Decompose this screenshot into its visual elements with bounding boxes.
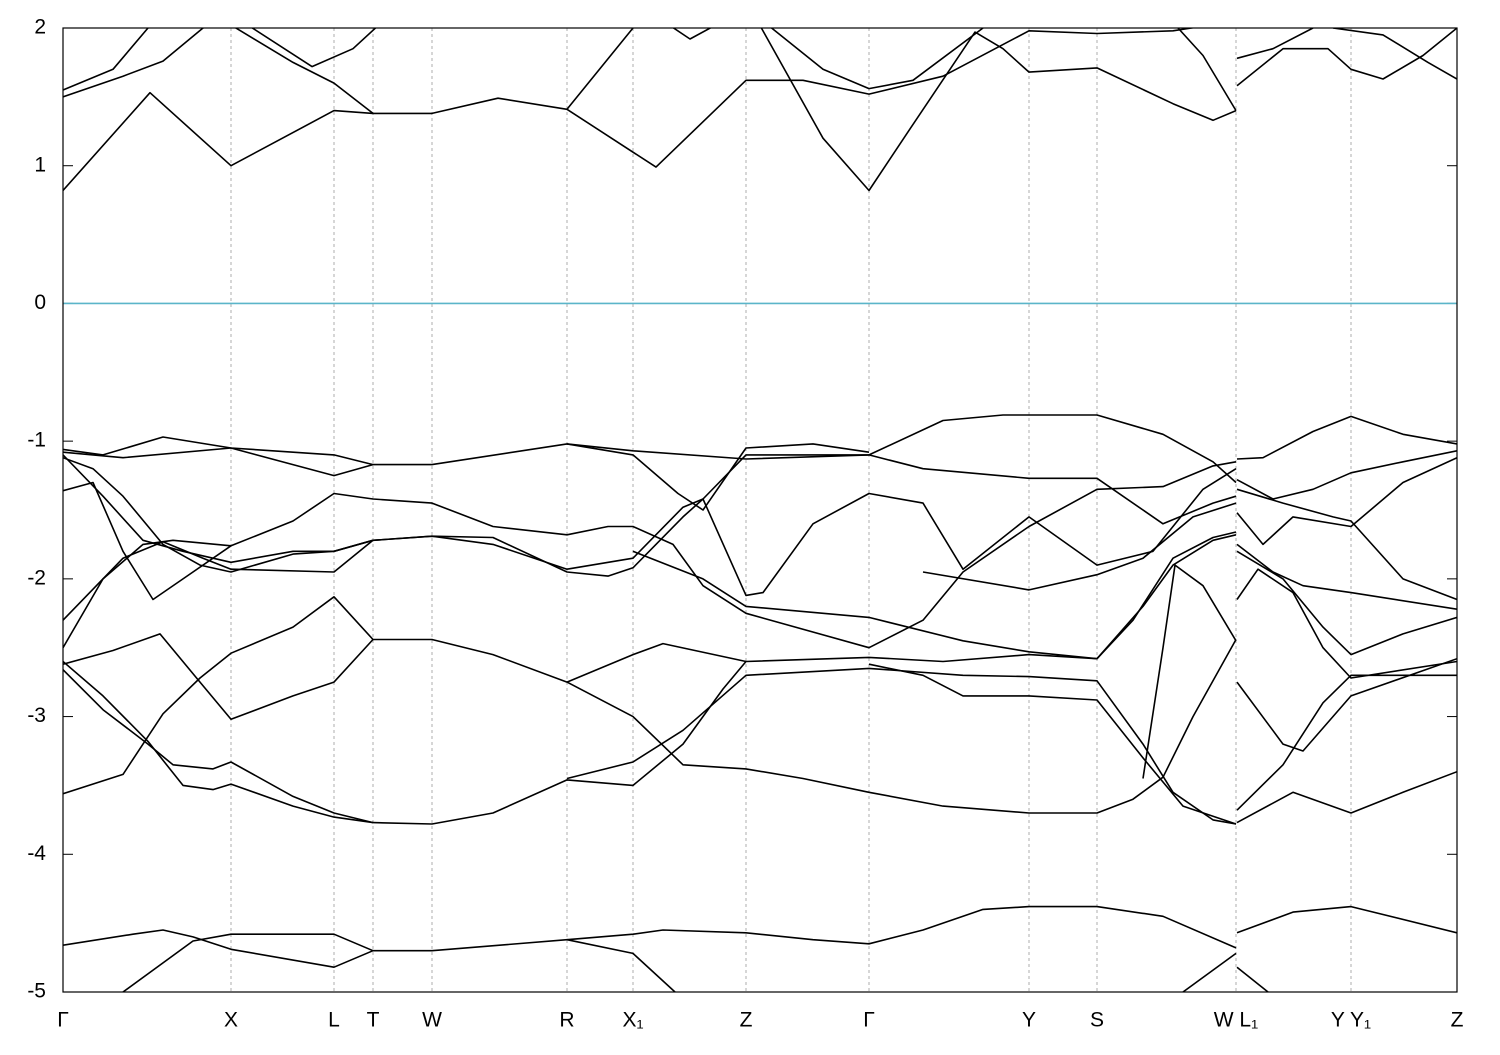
band-line bbox=[1236, 415, 1457, 460]
x-tick-label: Y Y₁ bbox=[1331, 1009, 1371, 1032]
band-line bbox=[63, 456, 1237, 597]
band-line bbox=[1236, 966, 1269, 992]
band-line bbox=[1236, 28, 1457, 87]
x-tick-label: Y bbox=[1022, 1009, 1036, 1032]
band-line bbox=[1236, 674, 1457, 811]
band-line bbox=[63, 28, 149, 91]
band-line bbox=[1236, 488, 1457, 601]
band-line bbox=[1236, 657, 1457, 752]
band-line bbox=[1236, 770, 1457, 824]
band-line bbox=[122, 933, 374, 992]
band-line bbox=[63, 454, 1237, 570]
bands-layer bbox=[63, 28, 1457, 992]
band-line bbox=[63, 461, 1237, 649]
band-line bbox=[922, 502, 1237, 591]
y-tick-label: 1 bbox=[34, 153, 46, 176]
band-line bbox=[770, 28, 984, 90]
y-tick-label: -1 bbox=[27, 429, 46, 452]
x-tick-label: W bbox=[422, 1009, 442, 1032]
band-line bbox=[1236, 450, 1457, 500]
x-tick-label: Z bbox=[740, 1009, 753, 1032]
band-line bbox=[868, 663, 1237, 825]
x-tick-label: Γ bbox=[57, 1009, 69, 1032]
x-tick-label: T bbox=[367, 1009, 380, 1032]
band-line bbox=[1182, 952, 1237, 992]
band-line bbox=[1236, 543, 1457, 610]
x-tick-label: Γ bbox=[863, 1009, 875, 1032]
band-line bbox=[566, 667, 1237, 825]
labels-layer: -5 -4 -3 -2 -1 0 1 2 Γ X L T W R X₁ Z Γ Y S W L₁ Y Y₁ Z bbox=[27, 16, 1463, 1032]
band-line bbox=[63, 596, 1237, 814]
band-line bbox=[1177, 28, 1237, 112]
band-line bbox=[672, 28, 712, 40]
band-line bbox=[566, 938, 676, 992]
band-line bbox=[63, 539, 232, 649]
x-tick-label: W L₁ bbox=[1214, 1009, 1258, 1032]
x-tick-label: R bbox=[559, 1009, 574, 1032]
band-line bbox=[1236, 28, 1314, 60]
band-line bbox=[63, 905, 1237, 968]
y-tick-label: -4 bbox=[27, 842, 46, 865]
plot-frame bbox=[62, 27, 1458, 993]
band-line bbox=[63, 447, 374, 477]
band-line bbox=[63, 28, 1197, 192]
band-line bbox=[1142, 564, 1237, 779]
x-tick-label: X bbox=[224, 1009, 238, 1032]
x-tick-label: X₁ bbox=[622, 1009, 643, 1032]
x-tick-label: L bbox=[328, 1009, 340, 1032]
y-tick-label: 0 bbox=[34, 291, 46, 314]
band-line bbox=[760, 28, 1237, 192]
band-line bbox=[63, 633, 374, 721]
band-line bbox=[63, 660, 374, 824]
band-line bbox=[1236, 905, 1457, 934]
y-tick-label: 2 bbox=[34, 16, 46, 39]
band-line bbox=[63, 28, 205, 98]
band-line bbox=[1332, 28, 1457, 80]
x-tick-label: S bbox=[1090, 1009, 1104, 1032]
y-tick-label: -3 bbox=[27, 704, 46, 727]
band-line bbox=[63, 539, 374, 621]
band-line bbox=[566, 443, 870, 511]
band-line bbox=[632, 531, 1237, 660]
band-line bbox=[1236, 550, 1457, 656]
band-line bbox=[250, 28, 377, 68]
band-line bbox=[566, 642, 747, 683]
y-tick-label: -2 bbox=[27, 566, 46, 589]
band-line bbox=[1236, 456, 1457, 546]
band-line bbox=[63, 414, 1237, 484]
band-line bbox=[566, 28, 635, 110]
x-tick-label: Z bbox=[1451, 1009, 1464, 1032]
band-line bbox=[234, 28, 374, 115]
y-tick-label: -5 bbox=[27, 980, 46, 1003]
